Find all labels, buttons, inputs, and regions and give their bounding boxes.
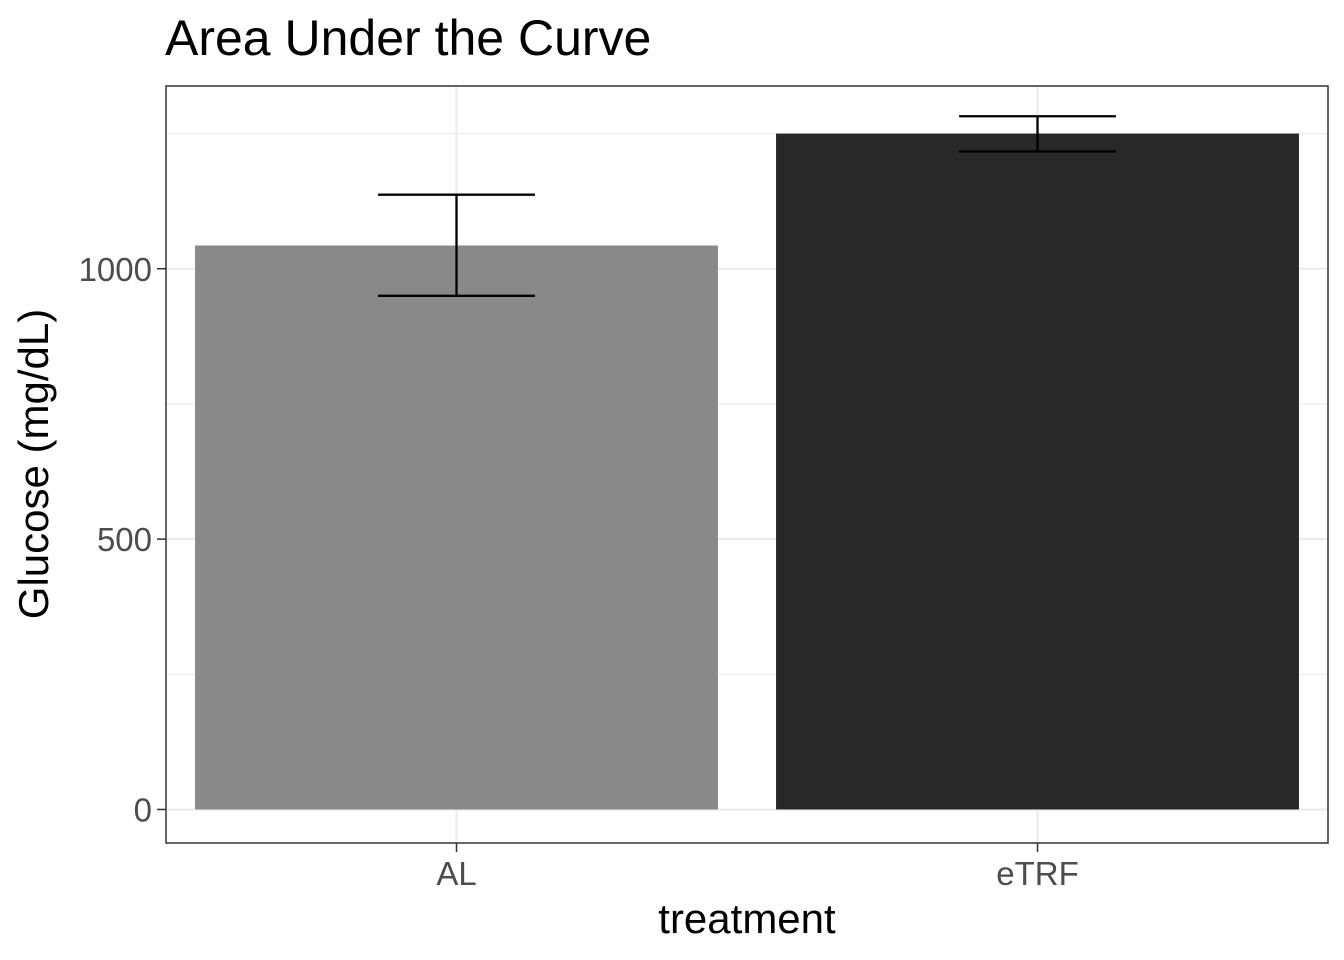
chart-title: Area Under the Curve xyxy=(165,10,651,66)
y-tick-label: 1000 xyxy=(79,251,152,288)
y-axis-title: Glucose (mg/dL) xyxy=(10,309,57,619)
y-tick-label: 500 xyxy=(97,521,152,558)
x-tick-label: AL xyxy=(436,855,476,892)
bar-eTRF xyxy=(776,133,1299,810)
x-tick-label: eTRF xyxy=(996,855,1079,892)
plot-panel-border xyxy=(165,85,1329,844)
x-axis-ticks: AL eTRF xyxy=(436,843,1079,892)
x-axis-title: treatment xyxy=(658,895,836,942)
bar-AL xyxy=(195,245,718,810)
bars xyxy=(195,133,1299,810)
error-bars xyxy=(378,115,1116,297)
y-tick-label: 0 xyxy=(134,791,152,828)
y-axis-ticks: 0 500 1000 xyxy=(79,251,166,828)
